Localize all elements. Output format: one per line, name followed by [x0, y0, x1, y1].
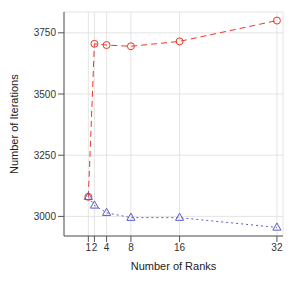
- svg-text:3250: 3250: [34, 150, 57, 161]
- svg-text:4: 4: [104, 242, 110, 253]
- svg-text:32: 32: [271, 242, 283, 253]
- svg-text:1: 1: [85, 242, 92, 254]
- svg-text:3750: 3750: [34, 27, 57, 38]
- svg-text:16: 16: [174, 242, 186, 253]
- svg-text:Number of Iterations: Number of Iterations: [8, 74, 20, 174]
- svg-text:2: 2: [92, 242, 98, 253]
- svg-text:3000: 3000: [34, 211, 57, 222]
- svg-text:8: 8: [128, 242, 134, 253]
- svg-text:3500: 3500: [34, 89, 57, 100]
- svg-text:Number of Ranks: Number of Ranks: [131, 260, 217, 272]
